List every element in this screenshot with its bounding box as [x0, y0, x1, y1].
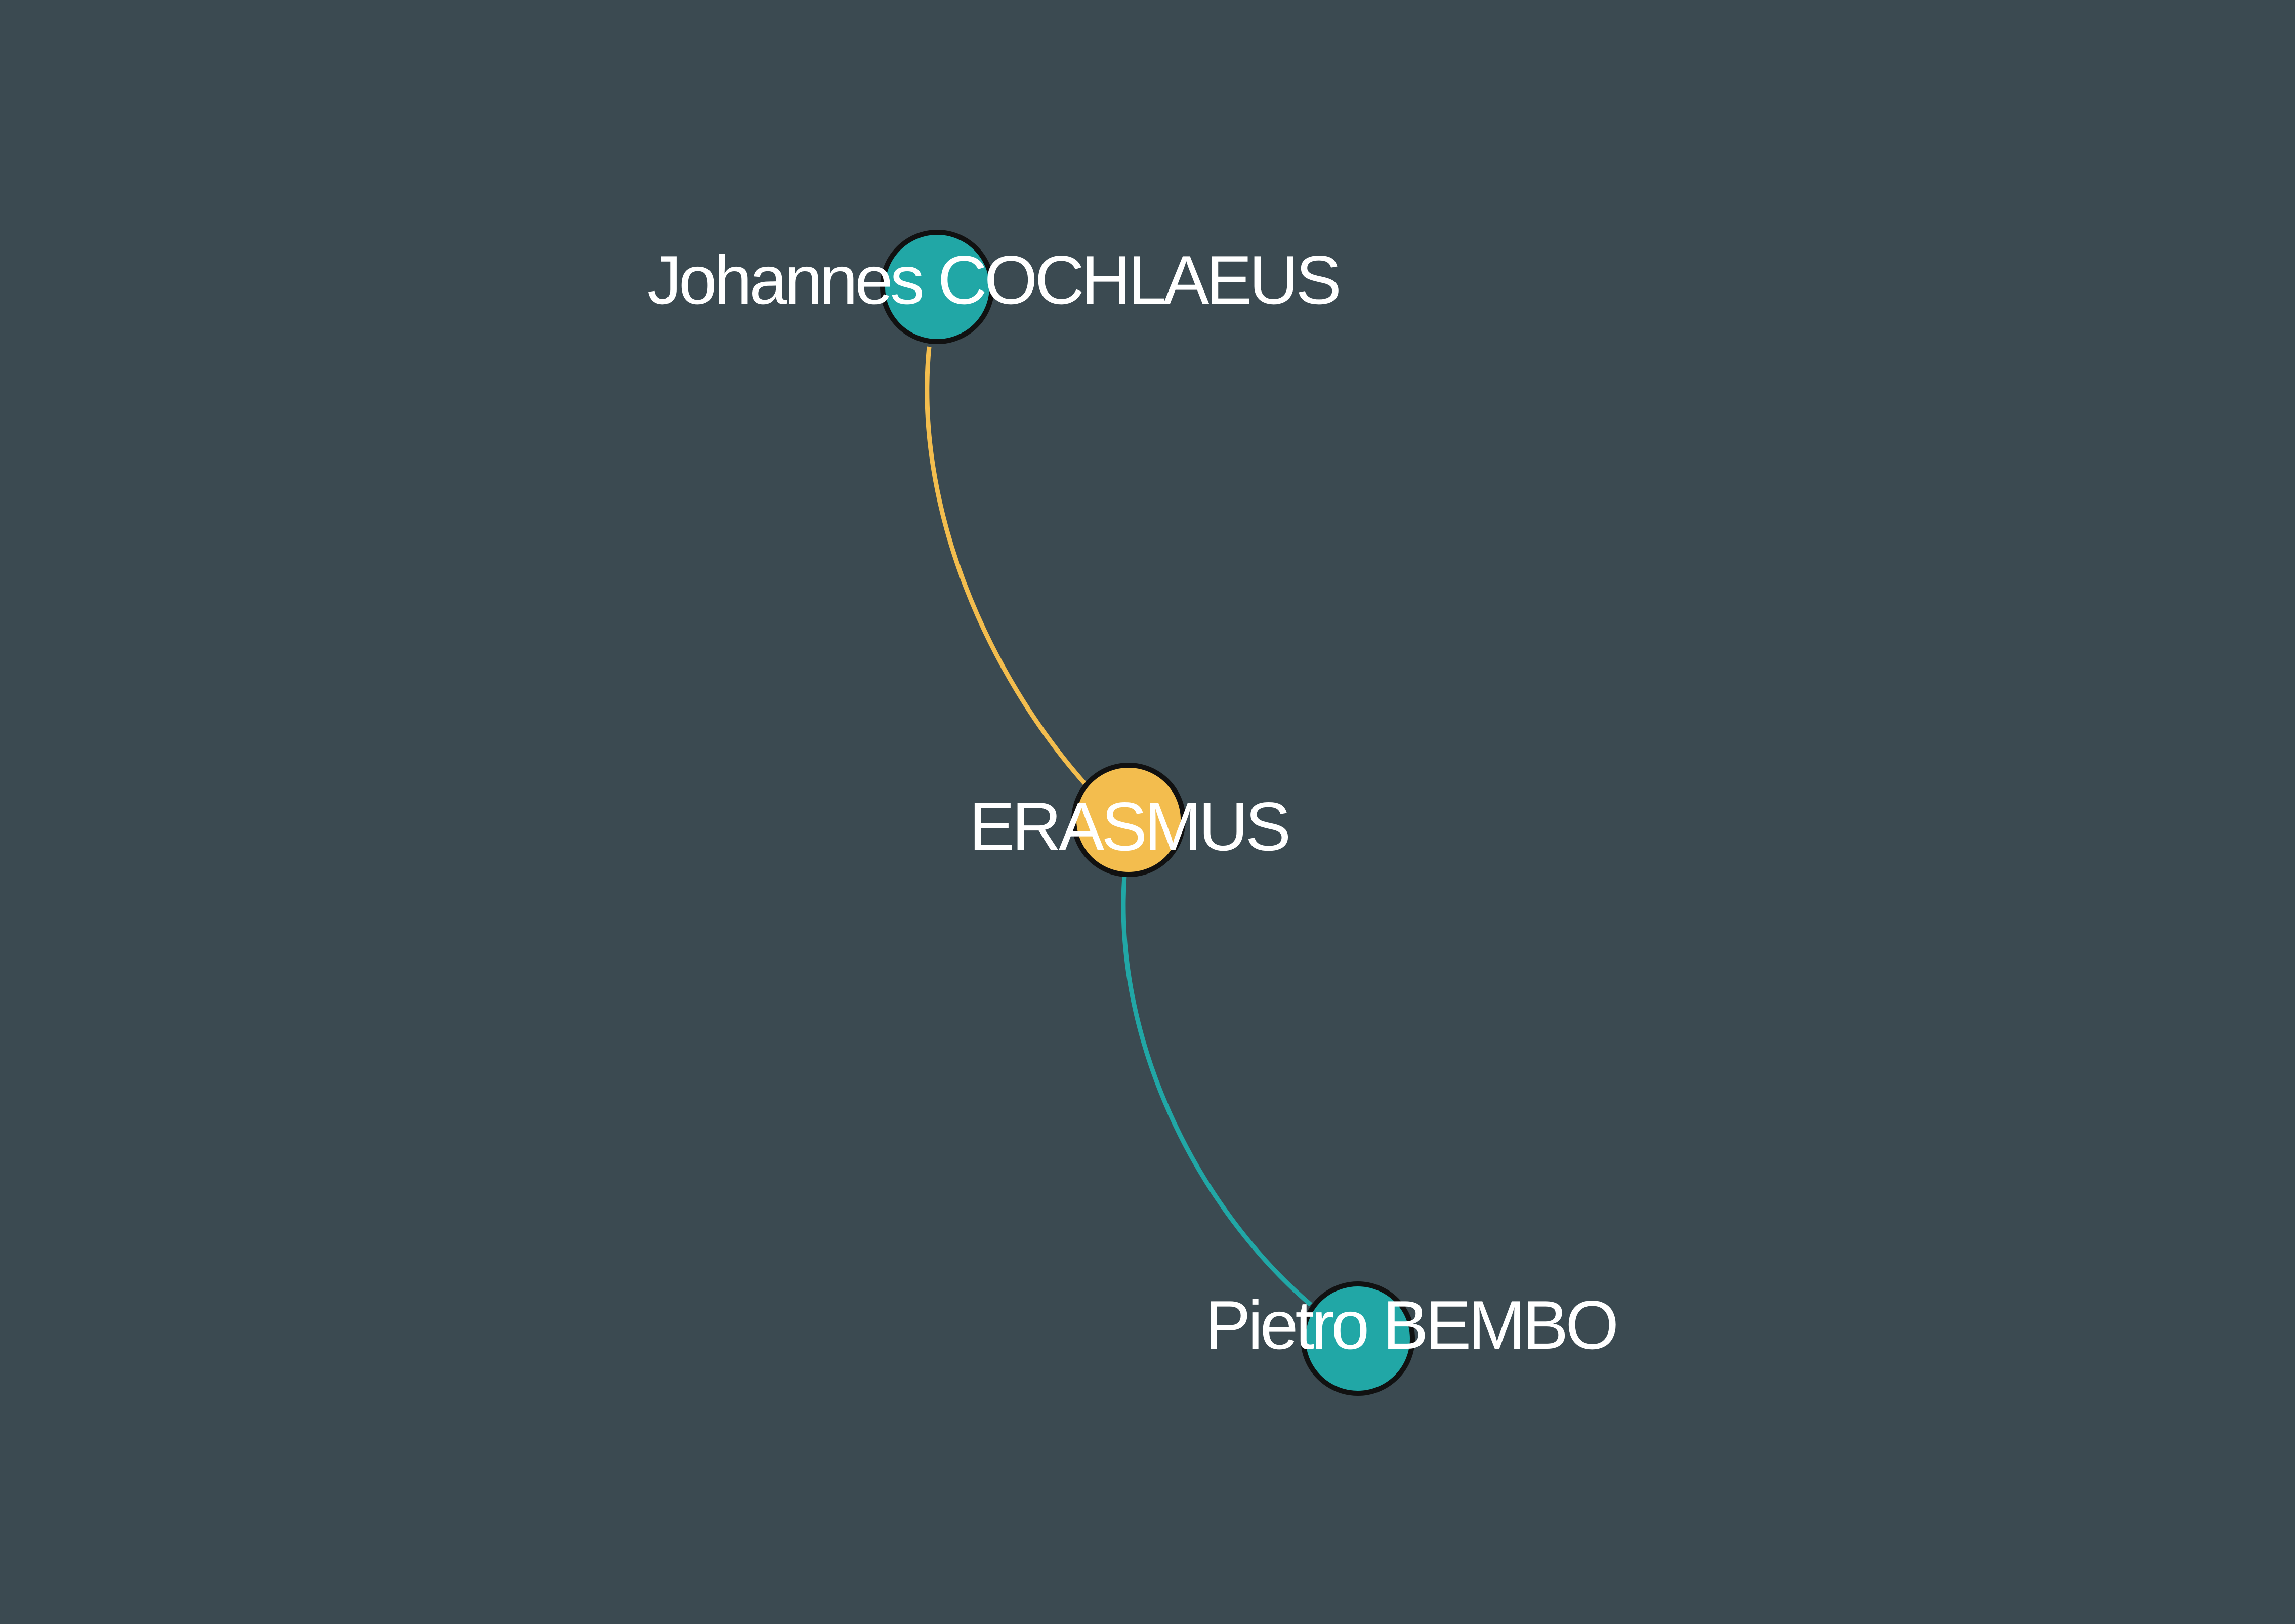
edge-erasmus-bembo: [1121, 875, 1312, 1307]
node-label-cochlaeus: Johannes COCHLAEUS: [647, 241, 1339, 318]
node-bembo[interactable]: [1301, 1281, 1415, 1396]
node-erasmus[interactable]: [1071, 763, 1186, 877]
node-label-bembo: Pietro BEMBO: [1205, 1286, 1616, 1363]
node-cochlaeus[interactable]: [880, 230, 994, 344]
edge-cochlaeus-erasmus: [925, 346, 1088, 786]
node-label-erasmus: ERASMUS: [969, 788, 1288, 865]
